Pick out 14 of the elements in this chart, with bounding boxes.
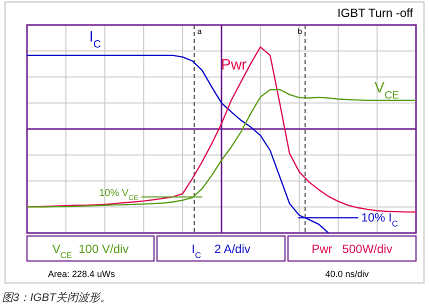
series-label: Pwr — [220, 56, 247, 74]
text: Area: 228.4 uWs — [48, 269, 116, 279]
annotation: 10% V$_{CE}$ — [99, 188, 139, 202]
chart-title: IGBT Turn -off — [337, 6, 414, 20]
text: a — [197, 27, 202, 36]
text: 40.0 ns/div — [325, 269, 370, 279]
caption: 图3：IGBT关闭波形。 — [2, 291, 111, 304]
series-label: I$_{C}$ — [89, 28, 102, 50]
text: I$_{C}$ 2 A/div — [192, 242, 250, 260]
text: b — [298, 27, 303, 36]
series-label: V$_{CE}$ — [374, 79, 400, 102]
text: V$_{CE}$ 100 V/div — [52, 242, 129, 260]
text: Pwr 500W/div — [312, 242, 392, 256]
annotation: 10% I$_{C}$ — [361, 210, 398, 229]
